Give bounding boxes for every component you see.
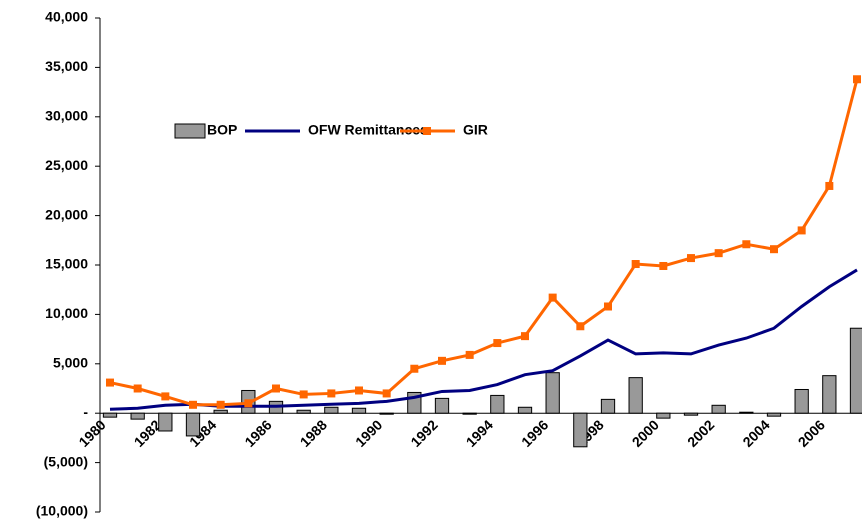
y-tick-label: 25,000 bbox=[45, 157, 88, 173]
line bbox=[109, 268, 858, 411]
bar bbox=[545, 372, 560, 414]
marker bbox=[272, 384, 280, 393]
marker bbox=[106, 378, 114, 387]
marker bbox=[548, 293, 557, 302]
y-tick-label: 40,000 bbox=[45, 9, 88, 25]
x-tick-label: 2006 bbox=[795, 416, 828, 449]
legend-label: BOP bbox=[207, 122, 237, 138]
marker bbox=[299, 390, 308, 399]
marker bbox=[853, 75, 861, 84]
y-tick-label: (5,000) bbox=[44, 453, 88, 469]
y-tick-label: 15,000 bbox=[45, 256, 88, 272]
bar bbox=[822, 375, 837, 414]
x-tick-label: 2002 bbox=[684, 416, 717, 449]
y-tick-label: 35,000 bbox=[45, 58, 88, 74]
bar bbox=[324, 406, 339, 414]
bar bbox=[766, 412, 782, 417]
marker bbox=[825, 181, 834, 190]
x-tick-label: 2004 bbox=[739, 416, 772, 449]
bar bbox=[185, 412, 201, 437]
x-tick-label: 1996 bbox=[518, 416, 551, 449]
bar bbox=[379, 412, 394, 415]
bar bbox=[711, 404, 726, 414]
marker bbox=[438, 356, 446, 365]
marker bbox=[576, 322, 585, 331]
bar bbox=[849, 327, 862, 414]
marker bbox=[521, 332, 529, 341]
bar bbox=[213, 409, 228, 414]
marker bbox=[687, 254, 695, 263]
marker bbox=[770, 245, 778, 254]
y-tick-label: - bbox=[83, 404, 88, 420]
bar bbox=[102, 412, 118, 418]
legend-marker bbox=[423, 127, 431, 135]
x-tick-label: 1980 bbox=[75, 416, 108, 449]
bar bbox=[158, 412, 173, 432]
marker bbox=[631, 260, 640, 269]
marker bbox=[493, 339, 502, 348]
bar bbox=[573, 412, 588, 448]
x-tick-label: 2000 bbox=[629, 416, 662, 449]
marker bbox=[604, 302, 612, 311]
marker bbox=[189, 400, 197, 409]
y-tick-label: 10,000 bbox=[45, 305, 88, 321]
marker bbox=[133, 384, 142, 393]
y-tick-label: 5,000 bbox=[53, 355, 88, 371]
line bbox=[109, 78, 859, 407]
bar bbox=[628, 377, 643, 414]
marker bbox=[161, 392, 170, 401]
marker bbox=[659, 261, 668, 270]
bar bbox=[683, 412, 699, 416]
marker bbox=[216, 400, 225, 409]
marker bbox=[244, 399, 253, 408]
bar bbox=[517, 406, 533, 414]
bar bbox=[656, 412, 671, 419]
x-tick-label: 1992 bbox=[407, 416, 440, 449]
bar bbox=[600, 398, 616, 414]
marker bbox=[797, 226, 806, 235]
bar bbox=[130, 412, 145, 420]
marker bbox=[714, 249, 723, 258]
y-tick-label: 30,000 bbox=[45, 108, 88, 124]
marker bbox=[327, 389, 336, 398]
x-tick-label: 1986 bbox=[241, 416, 274, 449]
legend-label: GIR bbox=[463, 122, 488, 138]
bar bbox=[739, 411, 754, 414]
marker bbox=[465, 350, 474, 359]
legend-label: OFW Remittances bbox=[308, 122, 428, 138]
marker bbox=[382, 389, 391, 398]
marker bbox=[355, 386, 363, 395]
x-tick-label: 1990 bbox=[352, 416, 385, 449]
y-tick-label: (10,000) bbox=[36, 503, 88, 519]
bar bbox=[794, 388, 809, 414]
x-tick-label: 1988 bbox=[297, 416, 330, 449]
marker bbox=[410, 364, 419, 373]
y-tick-label: 20,000 bbox=[45, 206, 88, 222]
legend-swatch bbox=[174, 123, 206, 139]
bar bbox=[296, 409, 311, 414]
bar bbox=[490, 394, 505, 414]
bar bbox=[351, 407, 367, 414]
x-tick-label: 1994 bbox=[463, 416, 496, 449]
marker bbox=[742, 240, 751, 249]
bar bbox=[462, 412, 477, 415]
bar bbox=[434, 397, 450, 414]
